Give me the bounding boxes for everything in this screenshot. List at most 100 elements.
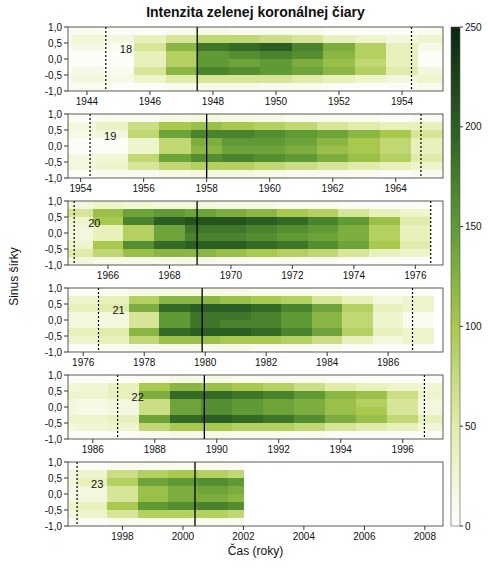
x-tick-label: 2000	[172, 531, 195, 542]
heat-cell	[154, 233, 185, 241]
heat-cell	[201, 375, 232, 383]
heat-cell	[254, 170, 286, 178]
heat-cell	[166, 27, 198, 35]
heat-cell	[277, 257, 308, 265]
heat-cell	[325, 431, 356, 439]
heat-cell	[294, 431, 325, 439]
heat-cell	[348, 170, 380, 178]
heat-cell	[292, 27, 324, 35]
heat-cell	[325, 383, 356, 391]
heat-cell	[308, 241, 339, 249]
heat-cell	[123, 249, 154, 257]
heat-cell	[246, 225, 277, 233]
y-tick-label: -0,5	[45, 244, 63, 255]
heat-cell	[154, 249, 185, 257]
y-tick-label: -1,0	[45, 86, 63, 97]
heat-cell	[159, 304, 190, 312]
heat-cell	[411, 162, 443, 170]
heat-cell	[93, 201, 124, 209]
heat-cell	[229, 59, 261, 67]
heat-cell	[369, 241, 400, 249]
cycle-label: 21	[112, 304, 124, 316]
heat-cell	[348, 162, 380, 170]
heat-cell	[260, 83, 292, 91]
color-tick-label: 150	[465, 221, 482, 232]
y-tick	[64, 249, 68, 250]
plot-background	[68, 201, 443, 265]
heat-cell	[96, 146, 128, 154]
heat-cell	[68, 233, 93, 241]
x-tick	[122, 526, 123, 530]
heat-cell	[263, 375, 294, 383]
y-tick	[64, 375, 68, 376]
heat-cell	[139, 415, 170, 423]
color-tick	[460, 126, 463, 127]
heat-cell	[134, 67, 166, 75]
heat-cell	[159, 328, 190, 336]
heat-cell	[220, 304, 251, 312]
heat-cell	[292, 75, 324, 83]
heat-cell	[68, 415, 78, 423]
heat-cell	[138, 462, 169, 470]
heat-cell	[229, 67, 261, 75]
heat-cell	[285, 162, 317, 170]
heat-cell	[411, 170, 443, 178]
x-tick	[83, 352, 84, 356]
heat-cell	[229, 75, 261, 83]
heat-cell	[403, 336, 434, 344]
heat-cell	[166, 83, 198, 91]
heat-cell	[222, 154, 254, 162]
heat-cell	[246, 217, 277, 225]
heat-cell	[93, 257, 124, 265]
heat-cell	[190, 312, 221, 320]
color-tick	[460, 526, 463, 527]
heat-cell	[254, 162, 286, 170]
heat-cell	[373, 304, 404, 312]
heat-cell	[201, 431, 232, 439]
heat-cell	[166, 43, 198, 51]
heat-cell	[129, 344, 160, 352]
y-tick-label: 0,5	[48, 212, 62, 223]
heat-cell	[77, 423, 108, 431]
heat-cell	[98, 296, 129, 304]
heat-cell	[77, 510, 108, 518]
heat-cell	[277, 241, 308, 249]
heat-cell	[228, 478, 243, 486]
heat-cell	[68, 383, 78, 391]
x-tick-label: 2006	[353, 531, 376, 542]
x-tick	[415, 265, 416, 269]
x-tick-label: 1998	[111, 531, 134, 542]
cycle-minimum	[411, 27, 412, 91]
heat-cell	[403, 304, 434, 312]
heat-cell	[190, 296, 221, 304]
heat-cell	[356, 423, 387, 431]
x-tick	[339, 91, 340, 95]
heat-cell	[312, 328, 343, 336]
heat-cell	[68, 312, 99, 320]
heat-cell	[355, 59, 387, 67]
heat-cell	[123, 201, 154, 209]
heat-cell	[387, 383, 418, 391]
y-tick-label: 1,0	[48, 196, 62, 207]
heat-cell	[232, 431, 263, 439]
heat-cell	[68, 431, 78, 439]
heat-cell	[373, 344, 404, 352]
heat-cell	[338, 225, 369, 233]
x-tick-label: 2002	[232, 531, 255, 542]
heat-cell	[232, 375, 263, 383]
heat-cell	[292, 43, 324, 51]
heat-cell	[128, 122, 160, 130]
heat-cell	[197, 75, 229, 83]
heat-cell	[103, 67, 135, 75]
y-tick-label: 0,0	[48, 54, 62, 65]
heat-cell	[373, 312, 404, 320]
heat-cell	[292, 51, 324, 59]
cycle-minimum	[98, 288, 99, 352]
x-tick	[292, 265, 293, 269]
heat-cell	[154, 257, 185, 265]
heat-cell	[159, 344, 190, 352]
cycle-maximum	[206, 114, 207, 178]
x-tick	[395, 178, 396, 182]
heat-cell	[285, 146, 317, 154]
x-tick-label: 1980	[194, 357, 217, 368]
